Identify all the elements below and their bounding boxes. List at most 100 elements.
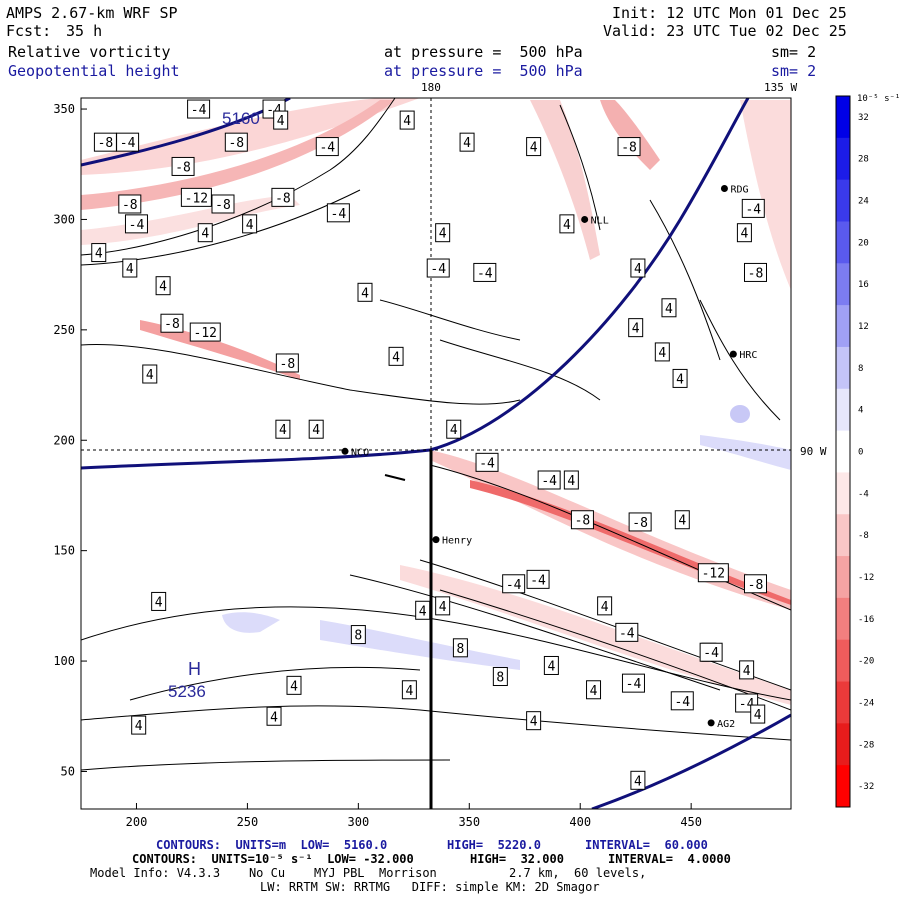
colorbar-swatch [836,96,850,139]
colorbar-swatch [836,388,850,432]
footer-height-high: HIGH= 5220.0 [447,838,541,852]
contour-label: -4 [626,677,642,692]
contour-label-box [744,574,767,594]
colorbar-swatch [836,723,850,766]
station-marker [581,215,589,223]
contour-label: -4 [191,103,207,118]
colorbar-swatch [836,765,850,808]
colorbar-tick: 24 [858,197,869,207]
model-title: AMPS 2.67-km WRF SP [6,4,178,22]
contour-label: 4 [361,286,369,301]
contour-label: -12 [194,326,217,341]
contour-label: 4 [95,247,103,262]
y-tick-label: 300 [53,212,75,226]
station-label: RDG [730,185,748,196]
contour-label: -4 [541,474,557,489]
contour-label: -4 [619,626,635,641]
model-info: Model Info: V4.3.3 No Cu MYJ PBL Morriso… [90,866,647,880]
pressure2: at pressure = 500 hPa [384,62,583,80]
contour-label: 4 [632,322,640,337]
colorbar-swatch [836,430,850,473]
contour-label-box [543,655,559,675]
init-time: Init: 12 UTC Mon 01 Dec 25 [612,4,847,22]
contour-label: 4 [146,368,154,383]
contour-label: 4 [126,262,134,277]
contour-label: -12 [702,567,725,582]
footer-height-interval: INTERVAL= 60.000 [585,838,708,852]
contour-label-box [744,262,767,282]
height-label-5160: 5160 [222,109,260,128]
colorbar-tick: -28 [858,740,874,750]
contour-label-box [597,596,613,616]
contour-label-box [736,223,752,243]
contour-label-box [459,132,475,152]
lon-label-180: 180 [421,81,441,94]
contour-label: 4 [312,423,320,438]
contour-label-box [388,346,404,366]
height-contour-south [591,713,791,809]
colorbar-tick: 16 [858,280,869,290]
contour-label: -8 [228,136,244,151]
colorbar-tick: -4 [858,489,869,499]
contour-label-box [286,675,302,695]
lon-label-90w: 90 W [800,445,827,458]
valid-time: Valid: 23 UTC Tue 02 Dec 25 [603,22,847,40]
contour-label: -8 [748,578,764,593]
contour-label-box [750,704,766,724]
contour-label-box [399,110,415,130]
x-tick-label: 300 [348,815,370,829]
footer-height-contours: CONTOURS: UNITS=m LOW= 5160.0 [156,838,388,852]
contour-label: 4 [439,227,447,242]
contour-label-box [526,137,542,157]
colorbar-tick: -8 [858,531,869,541]
x-axis: 200 250 300 350 400 450 [126,803,702,829]
contour-label-box [187,99,211,119]
contour-label-box [628,318,644,338]
contour-label: 4 [740,227,748,242]
station-label: NCO [351,447,369,458]
contour-label-box [661,298,677,318]
station-marker [729,350,737,358]
field2-name: Geopotential height [8,62,180,80]
contour-label-box [211,194,235,214]
contour-label: -4 [745,202,761,217]
contour-label: 4 [290,679,298,694]
contour-label-box [116,132,140,152]
contour-label: 4 [392,350,400,365]
contour-label-box [741,198,765,218]
contour-label: 4 [634,774,642,789]
contour-label: 4 [135,719,143,734]
contour-label: 4 [405,684,413,699]
colorbar-swatch [836,472,850,515]
contour-label-box [654,342,670,362]
colorbar-tick: 0 [858,448,863,458]
contour-label: -8 [215,198,231,213]
station-marker [720,185,728,193]
contour-label-box [615,622,639,642]
contour-label: 4 [567,474,575,489]
contour-label: 4 [678,514,686,529]
sm1: sm= 2 [771,43,817,61]
station-label: Henry [442,536,472,547]
contour-label-box [563,470,579,490]
contour-label-box [426,258,450,278]
colorbar-swatch [836,221,850,264]
stations: NCO Henry RDG NLL HRC AG2 [341,185,757,730]
contour-label-box [630,258,646,278]
contour-labels: -4 -44-8 -4-8-8 -444 4 -8-8 -12 -8 -8-4-4444444-… [91,99,767,790]
contour-label: -4 [479,456,495,471]
contour-label-box [142,364,158,384]
contour-label-box [446,419,462,439]
contour-label-box [674,510,690,530]
y-tick-label: 350 [53,102,75,116]
contour-label-box [242,214,258,234]
colorbar-swatch [836,681,850,724]
contour-label-box [492,667,508,687]
contour-label: -4 [506,578,522,593]
station-marker [432,536,440,544]
station-label: HRC [739,350,757,361]
contour-label-box [475,452,499,472]
contour-label: 4 [419,604,427,619]
x-tick-label: 350 [458,815,480,829]
contour-label: 4 [665,302,673,317]
